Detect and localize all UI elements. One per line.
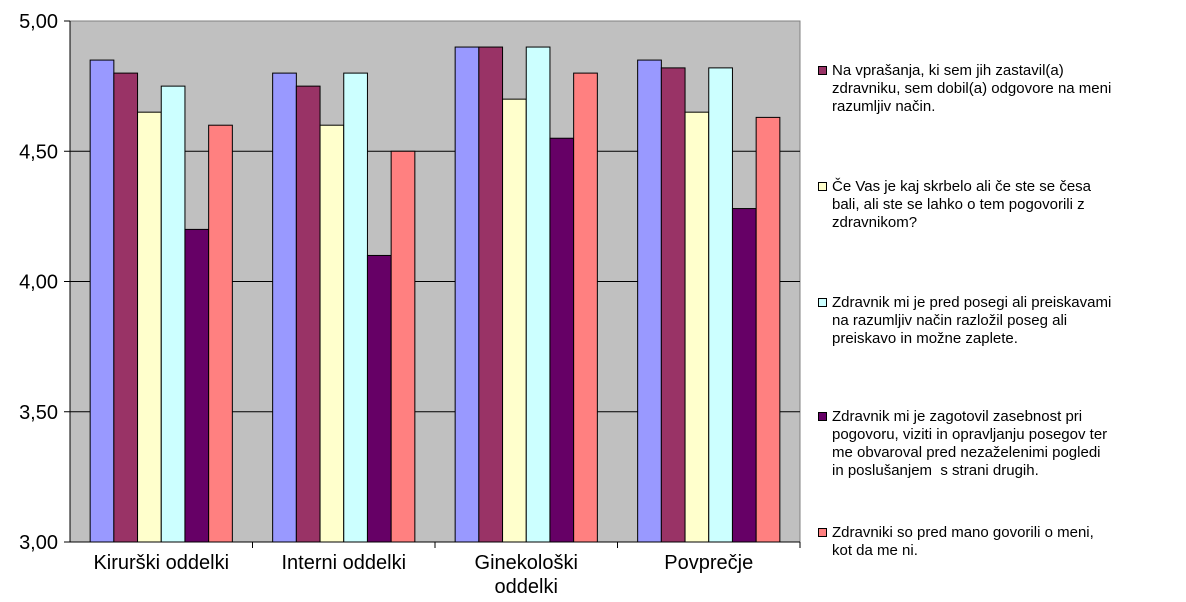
- y-tick-label: 4,50: [19, 141, 58, 163]
- legend-label: Zdravniki so pred mano govorili o meni, …: [832, 524, 1094, 559]
- bar: [295, 85, 321, 543]
- bar: [454, 46, 480, 543]
- bar: [390, 150, 416, 543]
- x-category-label: Ginekološki oddelki: [475, 552, 578, 598]
- bar: [137, 111, 162, 543]
- x-category-label-line: oddelki: [495, 576, 558, 598]
- y-tick-label: 3,50: [19, 402, 58, 424]
- legend-label: Zdravnik mi je zagotovil zasebnost pri p…: [832, 408, 1108, 479]
- legend-item: Če Vas je kaj skrbelo ali če ste se česa…: [818, 178, 1091, 232]
- bar: [525, 46, 551, 543]
- legend-swatch: [818, 528, 827, 537]
- y-tick-label: 4,00: [19, 272, 58, 294]
- bar: [89, 59, 115, 543]
- y-tick-label: 5,00: [19, 11, 58, 33]
- legend-swatch: [818, 298, 827, 307]
- x-category-label: Interni oddelki: [281, 552, 406, 574]
- bar: [272, 72, 297, 543]
- legend-item: Zdravniki so pred mano govorili o meni, …: [818, 524, 1094, 560]
- x-category-label: Kirurški oddelki: [93, 552, 229, 574]
- legend-swatch: [818, 412, 827, 421]
- bar: [160, 85, 186, 543]
- bar: [319, 124, 345, 543]
- bar: [573, 72, 598, 543]
- bar: [502, 98, 527, 543]
- bar: [708, 67, 733, 543]
- x-category-label-line: Kirurški oddelki: [93, 552, 229, 574]
- bar: [660, 67, 686, 543]
- legend-label: Na vprašanja, ki sem jih zastavil(a) zdr…: [832, 62, 1112, 115]
- bar: [731, 208, 757, 543]
- legend-item: Zdravnik mi je pred posegi ali preiskava…: [818, 294, 1111, 348]
- legend-item: Na vprašanja, ki sem jih zastavil(a) zdr…: [818, 62, 1111, 116]
- bar: [208, 124, 233, 543]
- bar: [366, 254, 392, 543]
- bar: [343, 72, 368, 543]
- bar: [755, 116, 781, 543]
- bar: [478, 46, 504, 543]
- axes: [64, 20, 801, 548]
- x-category-label-line: Povprečje: [664, 552, 753, 574]
- x-category-label-line: Interni oddelki: [281, 552, 406, 574]
- bars: [89, 46, 781, 543]
- axis-labels: 3,00 3,50 4,00 4,50 5,00 Kirurški oddelki Inte…: [19, 11, 753, 598]
- bar: [184, 228, 210, 543]
- legend-swatch: [818, 66, 827, 75]
- bar: [113, 72, 139, 543]
- legend-swatch: [818, 182, 827, 191]
- legend-label: Zdravnik mi je pred posegi ali preiskava…: [832, 294, 1112, 347]
- legend-item: Zdravnik mi je zagotovil zasebnost pri p…: [818, 408, 1107, 480]
- y-tick-label: 3,00: [19, 532, 58, 554]
- bar: [549, 137, 575, 543]
- x-category-label-line: Ginekološki: [475, 552, 578, 574]
- x-category-label: Povprečje: [664, 552, 753, 574]
- bar: [637, 59, 662, 543]
- bar: [684, 111, 710, 543]
- legend-label: Če Vas je kaj skrbelo ali če ste se česa…: [832, 178, 1092, 231]
